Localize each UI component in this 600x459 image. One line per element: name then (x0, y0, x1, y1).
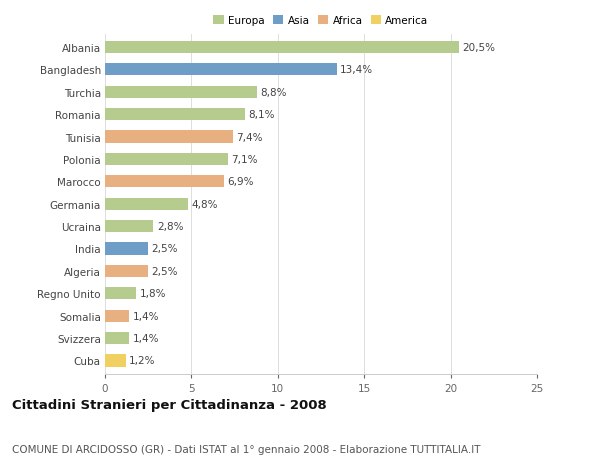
Text: 7,1%: 7,1% (231, 155, 257, 165)
Bar (105, 86, 257, 99)
Bar (105, 131, 233, 143)
Bar (105, 243, 148, 255)
Text: 1,4%: 1,4% (133, 333, 159, 343)
Text: 2,5%: 2,5% (152, 266, 178, 276)
Text: 20,5%: 20,5% (463, 43, 496, 53)
Bar (105, 354, 126, 367)
Text: 8,1%: 8,1% (248, 110, 275, 120)
Legend: Europa, Asia, Africa, America: Europa, Asia, Africa, America (214, 16, 428, 26)
Bar (105, 64, 337, 76)
Bar (105, 42, 459, 54)
Text: Cittadini Stranieri per Cittadinanza - 2008: Cittadini Stranieri per Cittadinanza - 2… (12, 398, 327, 411)
Bar (105, 265, 148, 277)
Bar (105, 220, 154, 233)
Text: 2,5%: 2,5% (152, 244, 178, 254)
Text: 13,4%: 13,4% (340, 65, 373, 75)
Bar (105, 176, 224, 188)
Text: 7,4%: 7,4% (236, 132, 263, 142)
Text: 6,9%: 6,9% (227, 177, 254, 187)
Text: 1,4%: 1,4% (133, 311, 159, 321)
Bar (105, 109, 245, 121)
Text: 1,8%: 1,8% (140, 289, 166, 299)
Bar (105, 287, 136, 300)
Bar (105, 310, 129, 322)
Text: 1,2%: 1,2% (129, 356, 155, 366)
Text: COMUNE DI ARCIDOSSO (GR) - Dati ISTAT al 1° gennaio 2008 - Elaborazione TUTTITAL: COMUNE DI ARCIDOSSO (GR) - Dati ISTAT al… (12, 444, 481, 454)
Text: 4,8%: 4,8% (191, 199, 218, 209)
Bar (105, 153, 227, 166)
Bar (105, 332, 129, 344)
Bar (105, 198, 188, 210)
Text: 8,8%: 8,8% (260, 88, 287, 97)
Text: 2,8%: 2,8% (157, 222, 184, 232)
